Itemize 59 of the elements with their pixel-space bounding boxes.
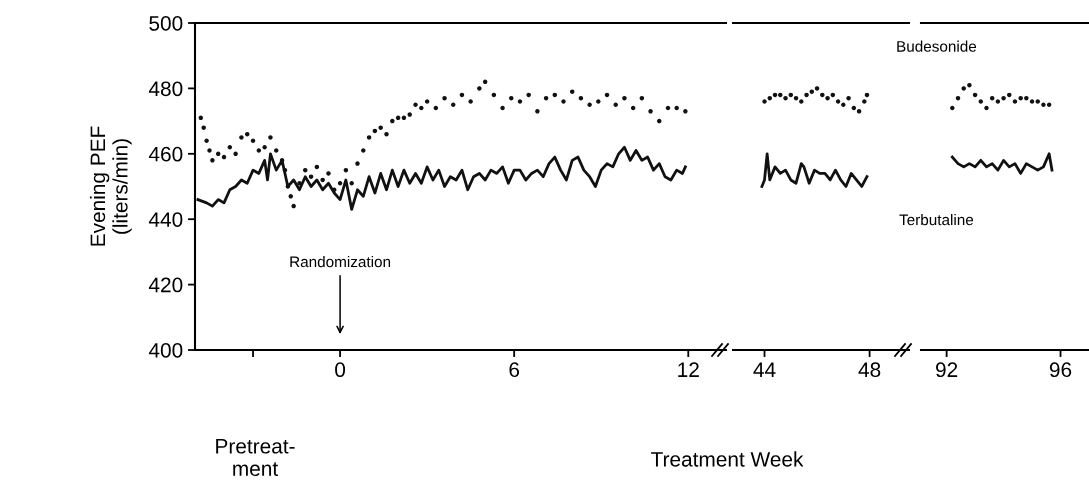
x-tick-label: 6 [509, 362, 520, 378]
y-tick-label: 500 [149, 16, 183, 31]
point [783, 95, 788, 101]
point [995, 99, 1001, 104]
point [984, 105, 989, 111]
text: Budesonide [897, 40, 977, 52]
point [762, 99, 767, 104]
y-tick-label: 400 [148, 343, 183, 358]
text: Terbutaline [899, 214, 974, 226]
point [1035, 99, 1040, 104]
annotation: Randomization [290, 256, 391, 268]
y-tick-label: 440 [148, 212, 183, 227]
point [835, 99, 841, 104]
point [862, 99, 867, 104]
point [767, 95, 773, 101]
x-tick-label: 12 [678, 362, 699, 377]
point [1046, 102, 1052, 107]
point [1018, 95, 1023, 101]
point [1024, 95, 1029, 101]
x-axis-title: Treatment Week [651, 451, 804, 467]
text: Pretreat- ment [216, 439, 295, 477]
y-tick-label: 460 [148, 146, 183, 162]
point [830, 92, 836, 98]
point [1029, 99, 1035, 104]
point [778, 92, 783, 98]
x-tick-label: 48 [858, 362, 881, 378]
x-tick-label: 92 [936, 362, 958, 378]
point [864, 92, 870, 98]
y-axis-title: Evening PEF (liters/min) [89, 126, 132, 246]
point [799, 99, 804, 104]
y-tick-label: 420 [148, 277, 183, 293]
point [989, 95, 995, 101]
y-tick-label: 480 [148, 81, 183, 97]
point [814, 86, 820, 91]
point [788, 92, 794, 98]
point [967, 82, 972, 88]
point [772, 92, 778, 98]
x-tick-label: 44 [753, 362, 776, 377]
point [1041, 102, 1046, 107]
point [851, 105, 857, 111]
point [809, 89, 815, 94]
point [825, 95, 830, 101]
point [972, 92, 978, 98]
line-series [196, 145, 687, 211]
point [846, 95, 851, 101]
point [961, 86, 966, 91]
point [978, 99, 984, 104]
point [1007, 92, 1012, 98]
point [820, 92, 825, 98]
point [950, 105, 955, 111]
point [841, 102, 846, 107]
point [1012, 99, 1018, 104]
point [804, 92, 809, 98]
point [793, 95, 799, 101]
point [856, 109, 862, 114]
point [1001, 95, 1006, 101]
point [955, 95, 961, 101]
x-tick-label: 96 [1049, 362, 1072, 378]
x-tick-label: 0 [335, 362, 346, 378]
